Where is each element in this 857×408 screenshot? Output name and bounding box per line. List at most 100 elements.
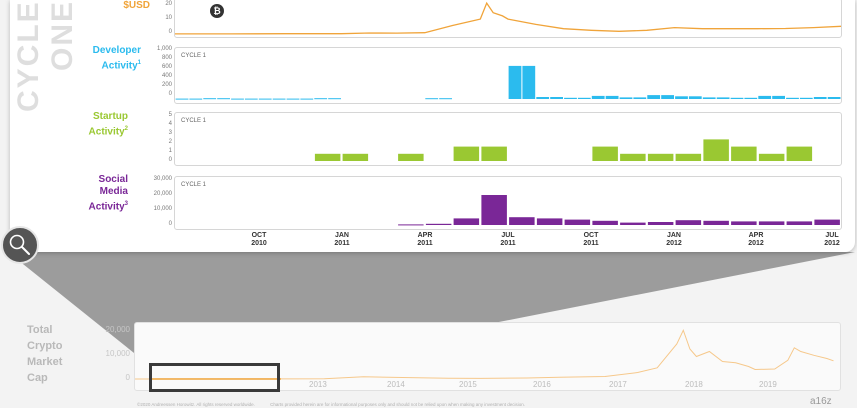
social-bar bbox=[425, 223, 452, 225]
developer-bar bbox=[328, 98, 341, 100]
startup-chart bbox=[314, 139, 813, 161]
developer-footnote: 1 bbox=[137, 60, 141, 66]
social-panel: CYCLE 1 bbox=[174, 176, 842, 230]
market-cap-chart bbox=[134, 328, 834, 380]
developer-bar bbox=[605, 95, 619, 99]
developer-bar bbox=[536, 97, 550, 99]
startup-bar bbox=[675, 153, 702, 161]
startup-bar bbox=[647, 153, 674, 161]
startup-bar bbox=[620, 153, 646, 161]
zoom-button[interactable] bbox=[1, 226, 39, 264]
startup-yticks: 5 4 3 2 1 0 bbox=[132, 112, 172, 170]
developer-ytick: 600 bbox=[161, 64, 172, 70]
developer-bar bbox=[786, 97, 799, 99]
developer-bar bbox=[758, 95, 772, 99]
x-label-month: APR bbox=[748, 232, 764, 239]
market-cap-label: Total Crypto Market Cap bbox=[27, 322, 62, 386]
developer-bar bbox=[231, 98, 244, 100]
x-label: JAN 2012 bbox=[649, 232, 699, 248]
market-cap-label-line3: Market bbox=[27, 356, 63, 368]
startup-panel: CYCLE 1 bbox=[174, 112, 842, 166]
x-label-year: 2011 bbox=[334, 240, 350, 247]
year-label: 2016 bbox=[533, 380, 551, 389]
x-label-month: OCT bbox=[251, 232, 267, 239]
year-label: 2015 bbox=[459, 380, 477, 389]
social-ytick: 30,000 bbox=[153, 176, 172, 182]
x-label-month: APR bbox=[417, 232, 433, 239]
x-label-year: 2011 bbox=[583, 240, 599, 247]
x-label-year: 2012 bbox=[824, 240, 840, 247]
x-label: JUL 2011 bbox=[483, 232, 533, 248]
price-ytick: 10 bbox=[165, 15, 172, 21]
startup-label: Startup Activity2 bbox=[70, 111, 128, 138]
footer-disclaimer: Charts provided herein are for informati… bbox=[270, 402, 526, 407]
startup-label-line1: Startup bbox=[93, 111, 128, 122]
startup-cycle-label: CYCLE 1 bbox=[181, 118, 207, 124]
social-yticks: 30,000 20,000 10,000 0 bbox=[132, 176, 172, 234]
social-bar bbox=[675, 220, 702, 225]
social-bar bbox=[481, 195, 507, 225]
developer-bar bbox=[203, 98, 217, 100]
market-cap-label-line4: Cap bbox=[27, 372, 48, 384]
startup-bar bbox=[314, 153, 341, 161]
social-ytick: 20,000 bbox=[153, 191, 172, 197]
social-bar bbox=[758, 221, 785, 225]
social-bar bbox=[509, 217, 535, 225]
startup-bar bbox=[703, 139, 729, 161]
x-label-month: JAN bbox=[334, 232, 349, 239]
market-cap-panel bbox=[134, 322, 841, 391]
startup-ytick: 4 bbox=[168, 121, 172, 127]
startup-footnote: 2 bbox=[124, 126, 128, 132]
price-yticks: 20 10 0 bbox=[132, 0, 172, 38]
startup-bar bbox=[786, 146, 813, 161]
social-bar bbox=[814, 219, 840, 225]
startup-bar bbox=[453, 146, 480, 161]
developer-bar bbox=[675, 96, 688, 99]
social-bar bbox=[647, 222, 674, 225]
developer-chart bbox=[175, 65, 841, 100]
startup-bar bbox=[398, 153, 424, 161]
startup-ytick: 1 bbox=[168, 148, 172, 154]
developer-bar bbox=[688, 96, 702, 99]
price-panel bbox=[174, 0, 842, 38]
market-cap-ytick: 0 bbox=[125, 373, 130, 382]
social-chart bbox=[398, 195, 840, 226]
market-cap-label-line1: Total bbox=[27, 324, 53, 336]
developer-bar bbox=[730, 97, 744, 99]
market-cap-label-line2: Crypto bbox=[27, 340, 63, 352]
developer-bar bbox=[189, 98, 203, 100]
social-bar bbox=[398, 224, 424, 226]
x-label: OCT 2010 bbox=[234, 232, 284, 248]
social-bar bbox=[703, 220, 729, 225]
x-label-month: OCT bbox=[583, 232, 599, 239]
zoom-selection-box[interactable] bbox=[149, 363, 280, 392]
social-bar bbox=[731, 221, 757, 225]
x-label-year: 2010 bbox=[251, 240, 267, 247]
x-label-month: JUL bbox=[501, 232, 515, 239]
developer-ytick: 800 bbox=[161, 55, 172, 61]
developer-bar bbox=[702, 97, 716, 99]
developer-label-line1: Developer bbox=[92, 45, 141, 56]
x-label: JUL 2012 bbox=[807, 232, 857, 248]
x-label-month: JUL bbox=[825, 232, 839, 239]
social-bar bbox=[592, 220, 618, 225]
social-ytick: 0 bbox=[168, 221, 172, 227]
developer-bar bbox=[633, 97, 647, 99]
developer-bar bbox=[772, 95, 785, 99]
x-label: APR 2012 bbox=[731, 232, 781, 248]
year-label: 2017 bbox=[609, 380, 627, 389]
footer-copyright: ©2020 Andreessen Horowitz. All rights re… bbox=[137, 402, 255, 407]
bitcoin-icon: ₿ bbox=[210, 4, 224, 18]
developer-bar bbox=[744, 97, 758, 99]
x-label: JAN 2011 bbox=[317, 232, 367, 248]
price-label-text: $USD bbox=[123, 0, 150, 11]
startup-bar bbox=[592, 146, 618, 161]
price-line bbox=[175, 1, 842, 35]
x-label-month: JAN bbox=[666, 232, 681, 239]
social-label-line3: Activity bbox=[88, 201, 125, 213]
developer-label: Developer Activity1 bbox=[70, 45, 141, 72]
developer-ytick: 200 bbox=[161, 82, 172, 88]
developer-bar bbox=[272, 98, 286, 100]
developer-ytick: 0 bbox=[168, 91, 172, 97]
cycle-title: CYCLE ONE bbox=[12, 0, 79, 112]
